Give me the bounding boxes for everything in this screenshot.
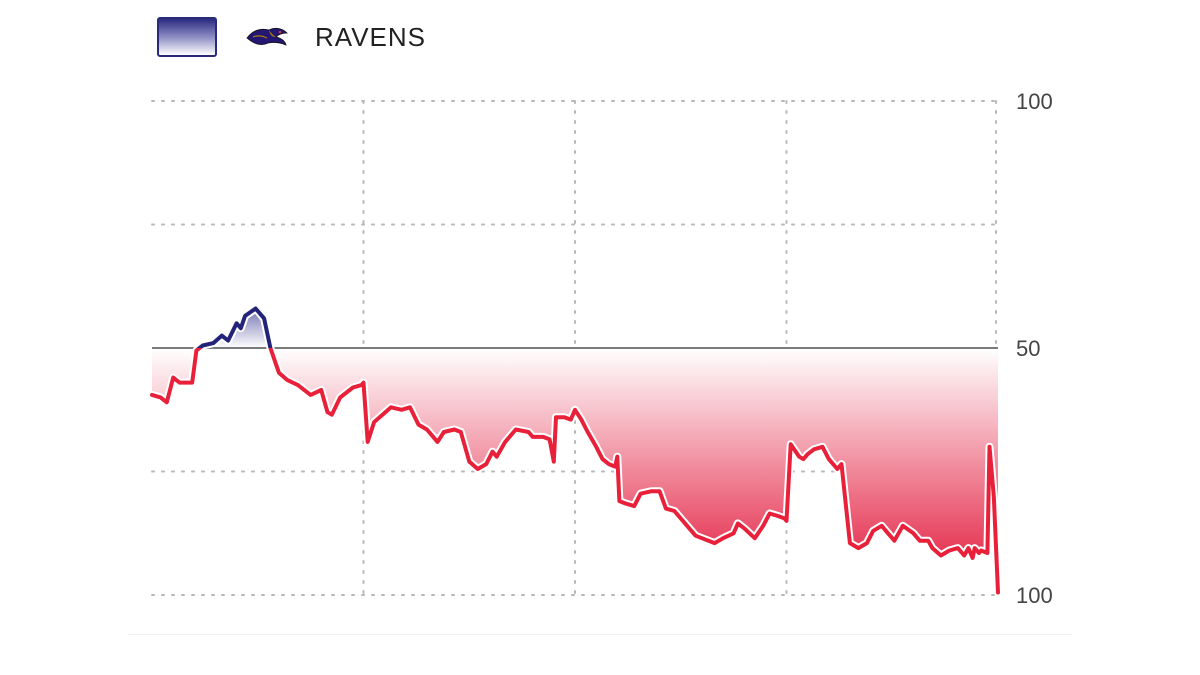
x-tick-label: 4th [877,630,908,634]
series-lines [148,304,1002,597]
ravens-area-fill [152,308,998,348]
team-name-label: RAVENS [315,21,426,52]
y-tick-label: 100 [1016,89,1053,114]
x-tick-label: 2nd [451,630,488,634]
x-tick-label: 1st [243,630,272,634]
y-tick-label: 100 [1016,583,1053,608]
series-line-below-50 [150,348,1000,595]
tick-labels: 100 50 100 1st 2nd 3rd 4th [243,89,1053,634]
legend: RAVENS [157,14,426,60]
win-probability-chart: 100 50 100 1st 2nd 3rd 4th [148,89,1053,634]
y-tick-label: 50 [1016,336,1040,361]
team-color-swatch-icon [157,17,217,57]
ravens-logo-icon [246,27,288,46]
area-fills [152,308,998,593]
win-probability-chart-panel: 100 50 100 1st 2nd 3rd 4th [128,82,1072,635]
opponent-area-fill [152,348,998,593]
x-tick-label: 3rd [665,630,697,634]
